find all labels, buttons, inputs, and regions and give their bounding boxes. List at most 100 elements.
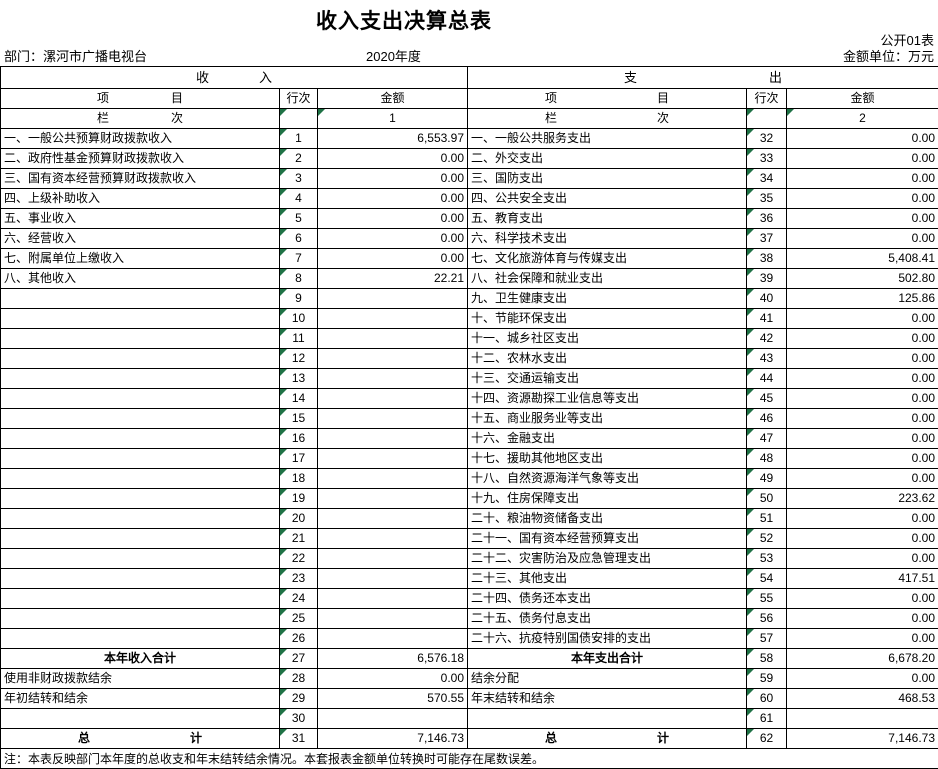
income-item-cell[interactable] [1, 329, 280, 349]
income-amount-cell[interactable] [318, 429, 468, 449]
expense-item-cell[interactable]: 二十五、债务付息支出 [468, 609, 747, 629]
expense-item-cell[interactable]: 总计 [468, 729, 747, 749]
expense-item-cell[interactable]: 十四、资源勘探工业信息等支出 [468, 389, 747, 409]
expense-amount-cell[interactable]: 0.00 [787, 309, 938, 329]
income-column-index-label[interactable]: 栏次 [1, 109, 280, 129]
income-amount-cell[interactable] [318, 629, 468, 649]
expense-item-cell[interactable]: 二、外交支出 [468, 149, 747, 169]
income-amount-cell[interactable]: 0.00 [318, 669, 468, 689]
income-amount-cell[interactable] [318, 609, 468, 629]
expense-item-cell[interactable]: 十九、住房保障支出 [468, 489, 747, 509]
expense-item-cell[interactable]: 七、文化旅游体育与传媒支出 [468, 249, 747, 269]
income-amount-cell[interactable]: 0.00 [318, 209, 468, 229]
expense-amount-cell[interactable]: 0.00 [787, 169, 938, 189]
expense-rowno-cell[interactable]: 55 [747, 589, 787, 609]
expense-rowno-cell[interactable]: 51 [747, 509, 787, 529]
income-amount-cell[interactable]: 22.21 [318, 269, 468, 289]
expense-amount-column-header[interactable]: 金额 [787, 89, 938, 109]
income-item-cell[interactable] [1, 369, 280, 389]
expense-rowno-cell[interactable]: 41 [747, 309, 787, 329]
expense-rowno-cell[interactable]: 48 [747, 449, 787, 469]
income-rowno-cell[interactable]: 26 [280, 629, 318, 649]
income-rowno-cell[interactable]: 16 [280, 429, 318, 449]
expense-item-cell[interactable]: 十五、商业服务业等支出 [468, 409, 747, 429]
income-rowno-cell[interactable]: 14 [280, 389, 318, 409]
expense-amount-cell[interactable]: 468.53 [787, 689, 938, 709]
income-amount-cell[interactable]: 7,146.73 [318, 729, 468, 749]
income-item-cell[interactable] [1, 609, 280, 629]
income-item-cell[interactable]: 总计 [1, 729, 280, 749]
income-item-cell[interactable] [1, 549, 280, 569]
income-amount-cell[interactable] [318, 329, 468, 349]
expense-amount-cell[interactable]: 0.00 [787, 329, 938, 349]
income-item-cell[interactable]: 七、附属单位上缴收入 [1, 249, 280, 269]
income-amount-cell[interactable] [318, 369, 468, 389]
expense-amount-cell[interactable]: 125.86 [787, 289, 938, 309]
expense-rowno-cell[interactable]: 38 [747, 249, 787, 269]
expense-item-cell[interactable]: 十六、金融支出 [468, 429, 747, 449]
expense-rowno-cell[interactable]: 58 [747, 649, 787, 669]
income-amount-cell[interactable]: 6,553.97 [318, 129, 468, 149]
expense-rowno-cell[interactable]: 32 [747, 129, 787, 149]
income-rowno-cell[interactable]: 21 [280, 529, 318, 549]
income-amount-cell[interactable]: 0.00 [318, 189, 468, 209]
expense-amount-cell[interactable]: 7,146.73 [787, 729, 938, 749]
income-item-cell[interactable] [1, 289, 280, 309]
income-amount-cell[interactable]: 570.55 [318, 689, 468, 709]
expense-item-cell[interactable]: 十一、城乡社区支出 [468, 329, 747, 349]
income-amount-cell[interactable] [318, 709, 468, 729]
income-amount-cell[interactable] [318, 529, 468, 549]
expense-amount-cell[interactable]: 0.00 [787, 469, 938, 489]
expense-item-cell[interactable]: 八、社会保障和就业支出 [468, 269, 747, 289]
expense-amount-cell[interactable]: 0.00 [787, 509, 938, 529]
income-item-cell[interactable] [1, 409, 280, 429]
expense-item-cell[interactable]: 二十、粮油物资储备支出 [468, 509, 747, 529]
expense-section-header[interactable]: 支出 [468, 67, 938, 89]
expense-amount-cell[interactable]: 0.00 [787, 429, 938, 449]
expense-amount-cell[interactable]: 0.00 [787, 209, 938, 229]
income-amount-cell[interactable] [318, 409, 468, 429]
income-item-cell[interactable]: 本年收入合计 [1, 649, 280, 669]
expense-item-cell[interactable]: 五、教育支出 [468, 209, 747, 229]
expense-item-cell[interactable]: 十、节能环保支出 [468, 309, 747, 329]
expense-amount-cell[interactable]: 0.00 [787, 369, 938, 389]
expense-rowno-cell[interactable]: 52 [747, 529, 787, 549]
expense-rowno-column-header[interactable]: 行次 [747, 89, 787, 109]
expense-amount-cell[interactable]: 0.00 [787, 629, 938, 649]
expense-item-cell[interactable]: 二十一、国有资本经营预算支出 [468, 529, 747, 549]
income-rowno-cell[interactable]: 5 [280, 209, 318, 229]
income-amount-cell[interactable]: 0.00 [318, 229, 468, 249]
expense-rowno-cell[interactable]: 42 [747, 329, 787, 349]
expense-amount-cell[interactable]: 0.00 [787, 149, 938, 169]
expense-rowno-cell[interactable]: 36 [747, 209, 787, 229]
income-rowno-cell[interactable]: 9 [280, 289, 318, 309]
income-item-cell[interactable]: 年初结转和结余 [1, 689, 280, 709]
income-rowno-cell[interactable]: 8 [280, 269, 318, 289]
income-column-index-rowno-cell[interactable] [280, 109, 318, 129]
expense-item-cell[interactable]: 二十三、其他支出 [468, 569, 747, 589]
income-amount-cell[interactable] [318, 569, 468, 589]
income-amount-cell[interactable] [318, 549, 468, 569]
income-item-cell[interactable] [1, 449, 280, 469]
income-rowno-cell[interactable]: 24 [280, 589, 318, 609]
expense-rowno-cell[interactable]: 62 [747, 729, 787, 749]
expense-rowno-cell[interactable]: 39 [747, 269, 787, 289]
income-item-cell[interactable]: 五、事业收入 [1, 209, 280, 229]
income-amount-cell[interactable] [318, 289, 468, 309]
income-amount-cell[interactable] [318, 309, 468, 329]
income-rowno-cell[interactable]: 18 [280, 469, 318, 489]
income-rowno-cell[interactable]: 11 [280, 329, 318, 349]
income-item-cell[interactable]: 六、经营收入 [1, 229, 280, 249]
expense-rowno-cell[interactable]: 34 [747, 169, 787, 189]
expense-item-cell[interactable]: 十七、援助其他地区支出 [468, 449, 747, 469]
income-rowno-cell[interactable]: 29 [280, 689, 318, 709]
income-rowno-cell[interactable]: 23 [280, 569, 318, 589]
income-rowno-cell[interactable]: 17 [280, 449, 318, 469]
income-amount-cell[interactable] [318, 589, 468, 609]
expense-column-index-label[interactable]: 栏次 [468, 109, 747, 129]
expense-rowno-cell[interactable]: 33 [747, 149, 787, 169]
income-amount-cell[interactable] [318, 349, 468, 369]
income-rowno-cell[interactable]: 30 [280, 709, 318, 729]
expense-amount-cell[interactable] [787, 709, 938, 729]
expense-item-cell[interactable]: 本年支出合计 [468, 649, 747, 669]
